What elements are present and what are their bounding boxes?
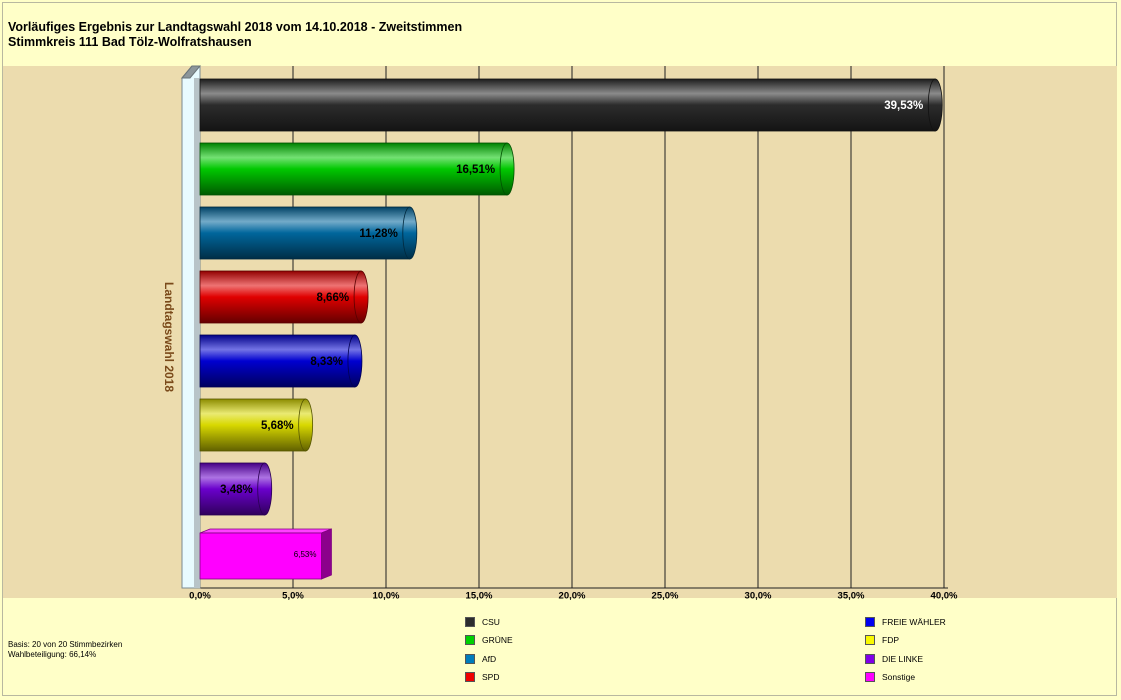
legend-label: SPD: [482, 671, 500, 682]
legend-swatch: [865, 616, 875, 627]
bars: [199, 78, 943, 580]
legend-item: SPD: [465, 671, 499, 682]
bar-sonstige-top: [199, 528, 332, 534]
bar-freie-w-hler-cap: [347, 334, 363, 388]
bar-sonstige: [199, 532, 322, 580]
legend-item: GRÜNE: [465, 634, 513, 645]
x-tick-label: 40,0%: [931, 590, 958, 601]
legend-swatch: [865, 653, 875, 664]
x-tick-label: 10,0%: [373, 590, 400, 601]
legend-label: FDP: [882, 634, 899, 645]
bar-fdp-cap: [298, 398, 314, 452]
legend-item: DIE LINKE: [865, 653, 923, 664]
legend-swatch: [465, 616, 475, 627]
x-tick-label: 25,0%: [652, 590, 679, 601]
legend-swatch: [465, 671, 475, 682]
bar-die-linke: [199, 462, 266, 516]
bar-fdp: [199, 398, 307, 452]
bar-die-linke-cap: [257, 462, 273, 516]
footer-info: Basis: 20 von 20 Stimmbezirken Wahlbetei…: [8, 640, 122, 660]
axis-wall-edge: [194, 78, 200, 588]
y-axis-label: Landtagswahl 2018: [162, 282, 176, 392]
x-tick-label: 0,0%: [189, 590, 211, 601]
bar-csu-cap: [927, 78, 943, 132]
y-axis-wall: [180, 65, 202, 589]
data-label: 8,33%: [310, 356, 343, 368]
legend-item: Sonstige: [865, 671, 915, 682]
legend-swatch: [865, 634, 875, 645]
data-label: 11,28%: [359, 228, 397, 240]
axis-wall-top: [180, 65, 202, 79]
legend-label: AfD: [482, 653, 497, 664]
chart-title: Vorläufiges Ergebnis zur Landtagswahl 20…: [8, 20, 463, 34]
legend-label: FREIE WÄHLER: [882, 616, 946, 627]
x-tick-labels: 0,0% 5,0% 10,0% 15,0% 20,0% 25,0% 30,0% 35,0% 40…: [189, 590, 958, 601]
x-tick-label: 15,0%: [466, 590, 493, 601]
legend-label: CSU: [482, 616, 500, 627]
data-label: 6,53%: [294, 550, 317, 559]
chart-header: Vorläufiges Ergebnis zur Landtagswahl 20…: [8, 20, 462, 50]
x-tick-label: 35,0%: [838, 590, 865, 601]
data-label: 5,68%: [261, 420, 294, 432]
x-tick-label: 20,0%: [559, 590, 586, 601]
legend-label: GRÜNE: [482, 634, 513, 645]
bar-sonstige-side: [321, 528, 332, 580]
bar-gr-ne: [199, 142, 508, 196]
legend-item: FREIE WÄHLER: [865, 616, 946, 627]
data-label: 16,51%: [456, 164, 495, 176]
basis-text: Basis: 20 von 20 Stimmbezirken: [8, 640, 123, 649]
bar-gr-ne-cap: [499, 142, 515, 196]
bar-afd-cap: [402, 206, 418, 260]
data-label: 3,48%: [220, 484, 253, 496]
legend-swatch: [465, 634, 475, 645]
turnout-text: Wahlbeteiligung: 66,14%: [8, 650, 97, 659]
data-label: 39,53%: [884, 100, 923, 112]
x-tick-label: 5,0%: [282, 590, 304, 601]
bar-csu: [199, 78, 936, 132]
legend-swatch: [465, 653, 475, 664]
legend-item: FDP: [865, 634, 899, 645]
data-label: 8,66%: [316, 292, 349, 304]
legend-label: DIE LINKE: [882, 653, 924, 664]
chart-subtitle: Stimmkreis 111 Bad Tölz-Wolfratshausen: [8, 35, 252, 49]
legend-swatch: [865, 671, 875, 682]
legend-item: AfD: [465, 653, 496, 664]
bar-spd-cap: [353, 270, 369, 324]
legend-label: Sonstige: [882, 671, 916, 682]
x-tick-label: 30,0%: [745, 590, 772, 601]
legend-item: CSU: [465, 616, 500, 627]
bar-afd: [199, 206, 411, 260]
data-labels: 39,53% 16,51% 11,28% 8,66% 8,33% 5,68% 3,48% 6,…: [220, 100, 923, 559]
